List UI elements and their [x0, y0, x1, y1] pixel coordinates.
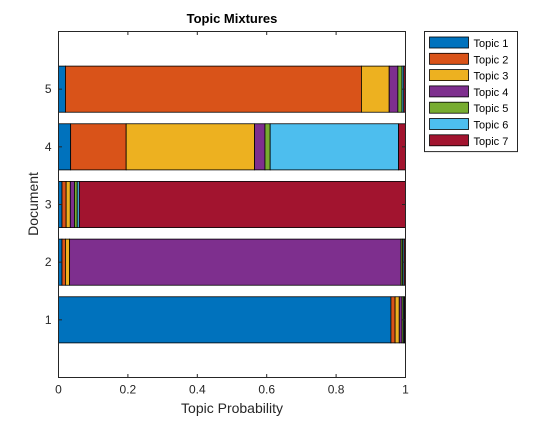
y-axis-ticks: 1 2 3 4 5: [45, 82, 406, 327]
legend-label-topic-4: Topic 4: [474, 87, 509, 99]
x-tick-label: 0.2: [120, 383, 137, 397]
legend-label-topic-3: Topic 3: [474, 71, 509, 83]
legend-swatch-topic-4: [429, 85, 469, 98]
bar-doc-3-topic-3: [65, 181, 71, 228]
bar-doc-3-topic-7: [78, 181, 406, 228]
bar-doc-2-topic-4: [69, 238, 402, 286]
legend-swatch-topic-7: [429, 134, 469, 147]
bar-doc-4-topic-6: [269, 123, 399, 171]
y-tick-label: 5: [45, 82, 52, 96]
x-tick-label: 0.8: [328, 383, 345, 397]
y-tick-label: 2: [45, 255, 52, 269]
legend-label-topic-1: Topic 1: [474, 38, 509, 50]
x-axis-ticks: 0 0.2 0.4 0.6 0.8 1: [55, 31, 409, 397]
x-tick-label: 1: [402, 383, 409, 397]
bar-doc-5-topic-4: [388, 65, 399, 113]
bar-doc-5-topic-2: [65, 65, 362, 113]
y-tick-label: 4: [45, 140, 52, 154]
x-axis-label: Topic Probability: [181, 400, 283, 416]
bar-doc-3-topic-2: [61, 181, 67, 228]
bar-doc-3-topic-5: [74, 181, 78, 228]
bar-doc-5-topic-3: [361, 65, 390, 113]
x-tick-label: 0: [55, 383, 62, 397]
bar-doc-4-topic-3: [125, 123, 255, 171]
legend-label-topic-7: Topic 7: [474, 136, 509, 148]
legend-swatch-topic-1: [429, 36, 469, 49]
y-axis-label: Document: [25, 172, 41, 236]
bar-doc-3-topic-4: [69, 181, 75, 228]
bar-doc-1-topic-2: [390, 296, 396, 344]
x-tick-label: 0.4: [189, 383, 206, 397]
chart-title: Topic Mixtures: [187, 11, 278, 26]
bar-doc-1-topic-3: [394, 296, 400, 344]
legend-swatch-topic-2: [429, 52, 469, 65]
bar-doc-4-topic-4: [254, 123, 266, 171]
bar-doc-4-topic-5: [264, 123, 271, 171]
bars-group: [58, 65, 406, 344]
x-tick-label: 0.6: [258, 383, 275, 397]
y-tick-label: 1: [45, 313, 52, 327]
legend-label-topic-2: Topic 2: [474, 54, 509, 66]
bar-doc-1-topic-4: [398, 296, 403, 344]
bar-doc-5-topic-5: [397, 65, 403, 113]
legend-swatch-topic-3: [429, 69, 469, 81]
legend-swatch-topic-5: [429, 101, 469, 114]
bar-doc-4-topic-2: [70, 123, 127, 171]
bar-doc-2-topic-2: [61, 238, 66, 286]
legend-label-topic-6: Topic 6: [474, 120, 509, 132]
bar-doc-2-topic-3: [65, 238, 71, 286]
y-tick-label: 3: [45, 198, 52, 212]
legend-swatch-topic-6: [429, 118, 469, 130]
legend: Topic 1 Topic 2 Topic 3 Topic 4 Topic 5 Topic…: [424, 31, 518, 153]
legend-label-topic-5: Topic 5: [474, 103, 509, 115]
bar-doc-1-topic-1: [58, 296, 392, 344]
